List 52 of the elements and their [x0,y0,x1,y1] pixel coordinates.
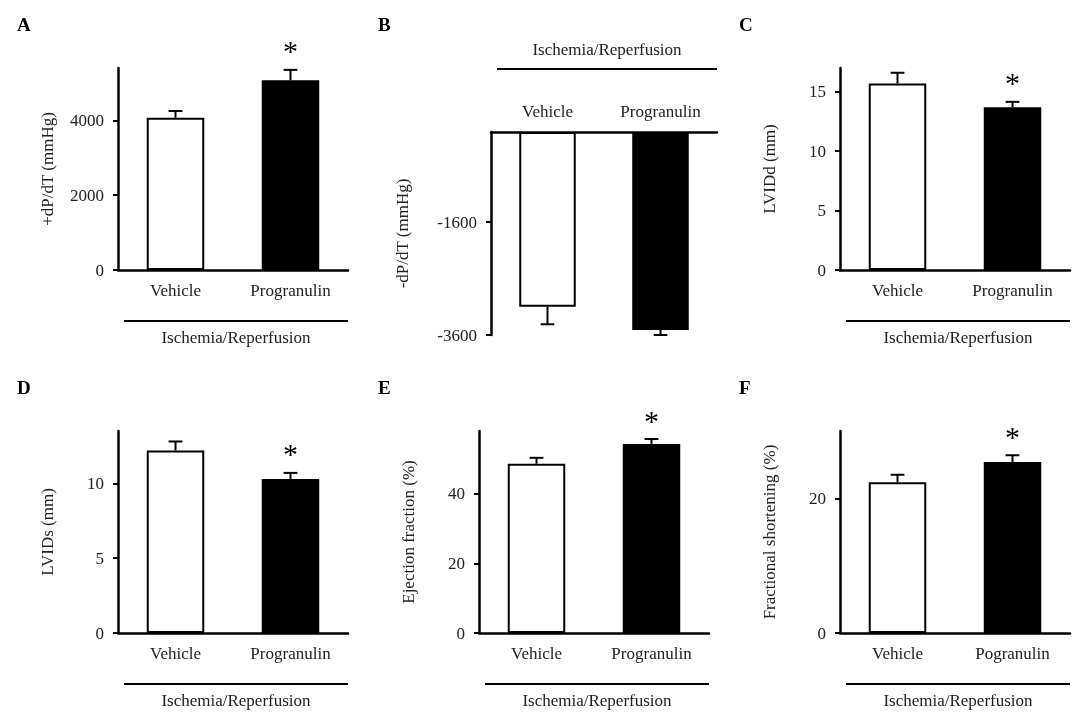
y-tick-label: -3600 [437,325,477,345]
x-tick-label: Vehicle [872,644,923,663]
y-tick-label: 4000 [70,110,104,130]
y-tick-label: 0 [95,260,104,280]
x-tick-label: Progranulin [250,281,332,300]
y-tick-label: 0 [817,260,826,280]
chart-title: D [17,377,31,398]
y-axis-title: Fractional shortening (%) [760,444,779,620]
annotation: * [283,34,298,68]
annotation: * [1005,65,1020,99]
y-axis-title: -dP/dT (mmHg) [393,178,412,289]
y-tick-label: -1600 [437,212,477,232]
y-tick-label: 5 [817,201,826,221]
x-axis-title: Ischemia/Reperfusion [124,320,348,348]
annotation: * [644,403,659,437]
y-tick-label: 0 [817,623,826,643]
x-axis-title: Ischemia/Reperfusion [846,320,1070,348]
y-tick-label: 20 [448,553,465,573]
x-axis-title: Ischemia/Reperfusion [846,683,1070,711]
y-tick-label: 10 [809,141,826,161]
annotation: * [1005,419,1020,453]
x-tick-label: Vehicle [150,644,201,663]
y-tick-label: 5 [95,548,104,568]
x-tick-label: Progranulin [611,644,693,663]
y-tick-label: 15 [809,82,826,102]
chart-title: C [739,14,753,35]
chart-title: E [378,377,391,398]
x-tick-label: Vehicle [522,102,573,121]
annotation: * [283,437,298,471]
x-tick-label: Pogranulin [975,644,1051,663]
x-tick-label: Vehicle [150,281,201,300]
y-tick-label: 2000 [70,185,104,205]
chart-title: B [378,14,391,35]
chart-title: A [17,14,31,35]
y-tick-label: 0 [456,623,465,643]
y-tick-label: 10 [87,473,104,493]
y-tick-label: 20 [809,488,826,508]
y-tick-label: 40 [448,484,465,504]
x-tick-label: Vehicle [511,644,562,663]
y-axis-title: Ejection fraction (%) [399,460,418,604]
x-axis-title: Ischemia/Reperfusion [124,683,348,711]
x-tick-label: Progranulin [250,644,332,663]
y-axis-title: LVIDd (mm) [760,124,779,214]
chart-title: F [739,377,751,398]
x-axis-title: Ischemia/Reperfusion [485,683,709,711]
x-tick-label: Progranulin [972,281,1054,300]
x-tick-label: Vehicle [872,281,923,300]
x-axis-title: Ischemia/Reperfusion [497,40,717,70]
y-axis-title: +dP/dT (mmHg) [38,112,57,226]
x-tick-label: Progranulin [620,102,702,121]
y-axis-title: LVIDs (mm) [38,488,57,576]
y-tick-label: 0 [95,623,104,643]
